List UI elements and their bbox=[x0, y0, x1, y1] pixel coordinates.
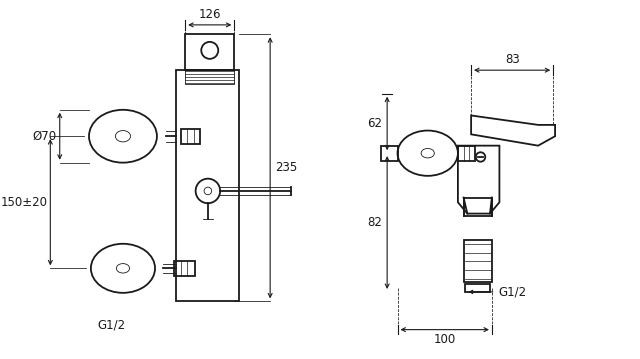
Bar bbox=[463, 197, 492, 216]
Bar bbox=[185, 34, 234, 70]
Bar bbox=[458, 146, 475, 161]
Text: G1/2: G1/2 bbox=[97, 318, 125, 331]
Bar bbox=[381, 146, 397, 161]
Text: 100: 100 bbox=[433, 334, 456, 346]
Text: 82: 82 bbox=[367, 216, 383, 229]
Bar bbox=[465, 284, 490, 292]
Text: 126: 126 bbox=[198, 8, 221, 21]
Bar bbox=[463, 240, 492, 283]
Text: 83: 83 bbox=[505, 53, 520, 66]
Text: 150±20: 150±20 bbox=[1, 196, 47, 209]
Bar bbox=[176, 70, 239, 301]
Text: Ø70: Ø70 bbox=[33, 130, 57, 143]
Bar bbox=[182, 129, 200, 144]
Bar bbox=[174, 261, 195, 276]
Text: G1/2: G1/2 bbox=[499, 285, 527, 298]
Text: 62: 62 bbox=[367, 117, 383, 130]
Text: 235: 235 bbox=[275, 161, 297, 174]
Bar bbox=[185, 70, 234, 84]
